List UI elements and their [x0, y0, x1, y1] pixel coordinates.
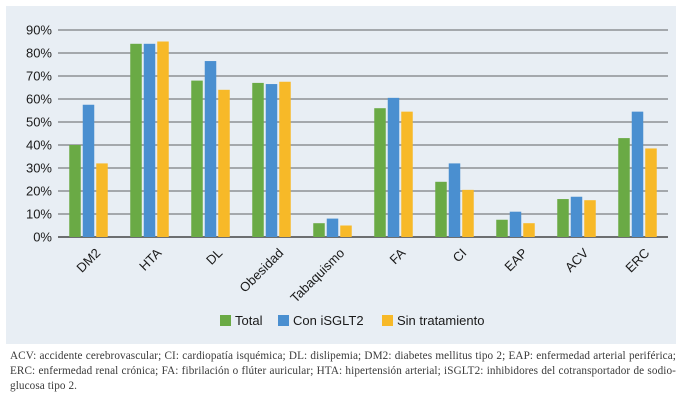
x-axis-ticks: DM2 HTA DL Obesidad Tabaquismo FA CI EAP ACV ERC — [73, 245, 652, 305]
bar-acv-total — [557, 199, 569, 237]
bar-ci-total — [435, 181, 447, 237]
y-tick-label: 10% — [26, 207, 52, 222]
chart-panel — [6, 6, 676, 344]
bar-fa-con-isglt2 — [387, 97, 400, 237]
x-tick-label: DL — [203, 245, 225, 267]
y-tick-label: 30% — [26, 161, 52, 176]
bar-ci-con-isglt2 — [448, 163, 461, 237]
bar-dl-con-isglt2 — [204, 61, 217, 237]
figure-footnote: ACV: accidente cerebrovascular; CI: card… — [10, 350, 676, 392]
x-tick-label: Obesidad — [236, 245, 286, 295]
x-tick-label: ACV — [562, 245, 592, 275]
legend-swatch — [278, 315, 289, 326]
bar-hta-sin-tratamiento — [157, 41, 169, 237]
y-tick-label: 20% — [26, 184, 52, 199]
y-tick-label: 80% — [26, 46, 52, 61]
bars — [69, 41, 657, 238]
bar-fa-sin-tratamiento — [401, 111, 413, 237]
legend-label: Total — [235, 313, 263, 328]
x-tick-label: EAP — [501, 245, 530, 274]
legend-swatch — [382, 315, 393, 326]
bar-erc-sin-tratamiento — [645, 148, 657, 237]
bar-tabaquismo-total — [313, 223, 325, 237]
bar-ci-sin-tratamiento — [462, 189, 474, 237]
x-tick-label: ERC — [622, 245, 652, 275]
bar-acv-sin-tratamiento — [584, 200, 596, 237]
bar-dl-sin-tratamiento — [218, 89, 230, 237]
x-tick-label: HTA — [136, 245, 165, 274]
bar-tabaquismo-sin-tratamiento — [340, 225, 352, 237]
legend: Total Con iSGLT2 Sin tratamiento — [220, 313, 484, 328]
bar-obesidad-sin-tratamiento — [279, 81, 291, 237]
y-tick-label: 40% — [26, 138, 52, 153]
bar-erc-total — [618, 138, 630, 237]
bar-eap-total — [496, 219, 508, 237]
bar-fa-total — [374, 108, 386, 237]
x-tick-label: FA — [387, 245, 409, 267]
y-tick-label: 90% — [26, 23, 52, 38]
y-tick-label: 70% — [26, 69, 52, 84]
bar-dm2-sin-tratamiento — [96, 163, 108, 237]
bar-dm2-total — [69, 145, 81, 237]
x-tick-label: Tabaquismo — [287, 245, 347, 305]
y-tick-label: 60% — [26, 92, 52, 107]
legend-label: Con iSGLT2 — [293, 313, 364, 328]
bar-acv-con-isglt2 — [570, 196, 583, 237]
bar-erc-con-isglt2 — [631, 111, 644, 237]
bar-obesidad-con-isglt2 — [265, 84, 278, 237]
y-tick-label: 0% — [33, 230, 52, 245]
y-tick-label: 50% — [26, 115, 52, 130]
legend-label: Sin tratamiento — [397, 313, 484, 328]
bar-tabaquismo-con-isglt2 — [326, 218, 339, 237]
bar-chart: 0% 10% 20% 30% 40% 50% 60% 70% 80% 90% DM2 HTA DL Ob… — [26, 23, 668, 328]
bar-eap-con-isglt2 — [509, 211, 522, 237]
bar-dm2-con-isglt2 — [82, 104, 95, 237]
legend-swatch — [220, 315, 231, 326]
x-tick-label: DM2 — [73, 245, 103, 275]
bar-obesidad-total — [252, 82, 264, 238]
bar-hta-total — [130, 43, 142, 237]
bar-eap-sin-tratamiento — [523, 223, 535, 237]
x-tick-label: CI — [450, 245, 470, 265]
y-axis-ticks: 0% 10% 20% 30% 40% 50% 60% 70% 80% 90% — [26, 23, 52, 245]
bar-dl-total — [191, 80, 203, 237]
bar-hta-con-isglt2 — [143, 43, 156, 237]
